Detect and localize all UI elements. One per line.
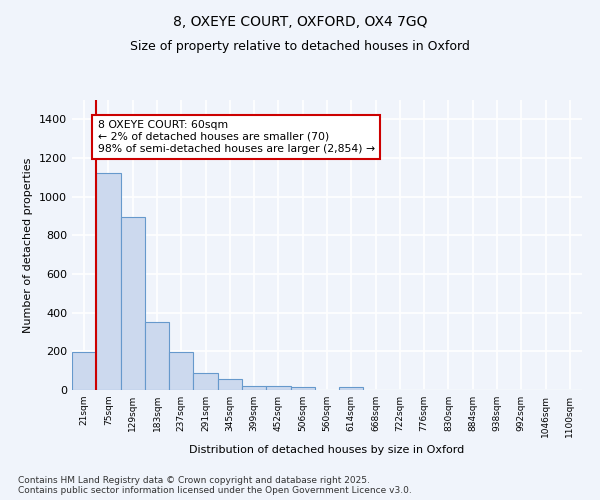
Bar bbox=[290, 387, 315, 390]
Bar bbox=[145, 322, 169, 390]
X-axis label: Distribution of detached houses by size in Oxford: Distribution of detached houses by size … bbox=[190, 446, 464, 456]
Text: Size of property relative to detached houses in Oxford: Size of property relative to detached ho… bbox=[130, 40, 470, 53]
Bar bbox=[96, 172, 121, 390]
Y-axis label: Number of detached properties: Number of detached properties bbox=[23, 158, 34, 332]
Bar bbox=[339, 387, 364, 390]
Bar bbox=[218, 379, 242, 390]
Bar bbox=[266, 386, 290, 390]
Bar bbox=[169, 352, 193, 390]
Text: 8 OXEYE COURT: 60sqm
← 2% of detached houses are smaller (70)
98% of semi-detach: 8 OXEYE COURT: 60sqm ← 2% of detached ho… bbox=[97, 120, 374, 154]
Bar bbox=[193, 372, 218, 390]
Text: 8, OXEYE COURT, OXFORD, OX4 7GQ: 8, OXEYE COURT, OXFORD, OX4 7GQ bbox=[173, 15, 427, 29]
Bar bbox=[72, 352, 96, 390]
Text: Contains HM Land Registry data © Crown copyright and database right 2025.
Contai: Contains HM Land Registry data © Crown c… bbox=[18, 476, 412, 495]
Bar bbox=[242, 386, 266, 390]
Bar bbox=[121, 217, 145, 390]
